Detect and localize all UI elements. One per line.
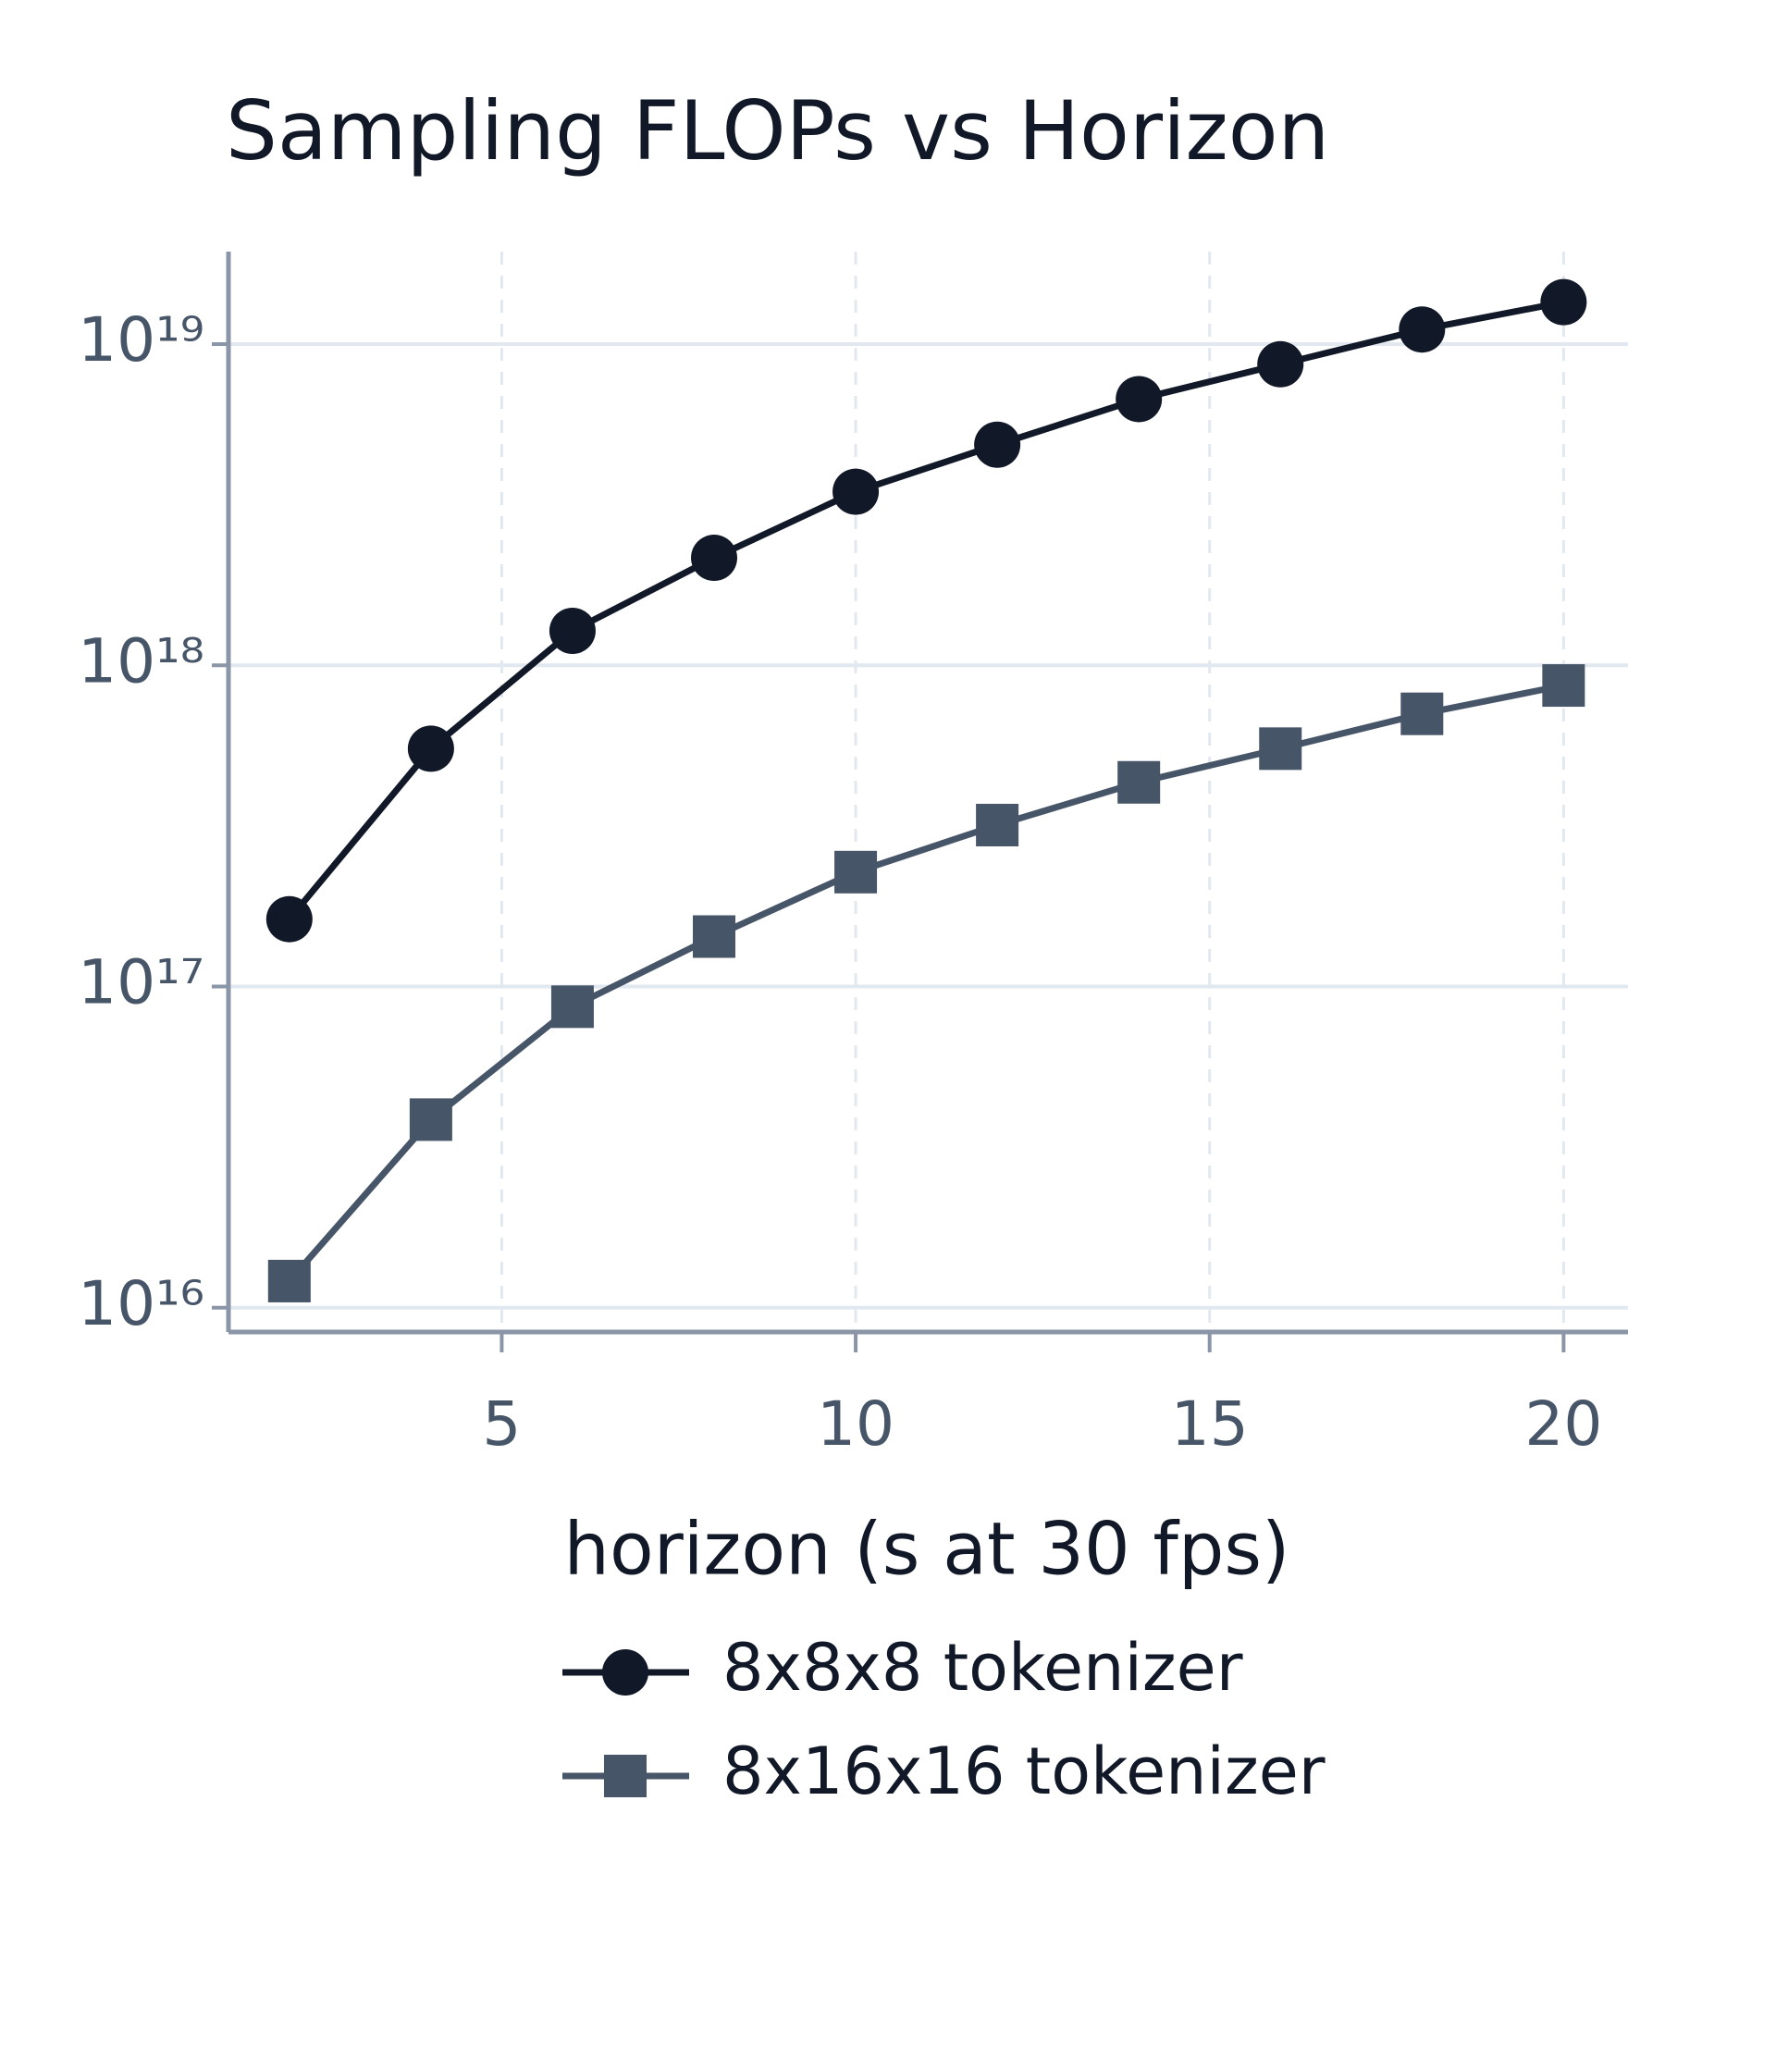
marker xyxy=(1259,727,1302,771)
y-tick-label: 10¹⁹ xyxy=(78,304,204,376)
legend-label: 8x8x8 tokenizer xyxy=(722,1630,1243,1706)
chart-title: Sampling FLOPs vs Horizon xyxy=(226,83,1329,179)
y-tick-label: 10¹⁶ xyxy=(78,1268,204,1339)
legend-label: 8x16x16 tokenizer xyxy=(722,1733,1326,1809)
marker xyxy=(976,803,1019,846)
marker xyxy=(267,1259,311,1302)
marker xyxy=(1117,760,1161,804)
marker xyxy=(550,985,594,1029)
marker xyxy=(832,468,880,515)
marker xyxy=(1257,340,1304,388)
marker xyxy=(1399,306,1446,353)
marker xyxy=(1400,692,1444,735)
x-tick-label: 10 xyxy=(817,1388,894,1460)
marker xyxy=(1542,664,1585,708)
y-tick-label: 10¹⁸ xyxy=(78,625,204,697)
marker xyxy=(692,915,735,958)
marker xyxy=(549,607,596,654)
x-tick-label: 15 xyxy=(1171,1388,1249,1460)
y-tick-label: 10¹⁷ xyxy=(78,947,204,1018)
legend-marker xyxy=(604,1755,647,1797)
x-tick-label: 20 xyxy=(1524,1388,1602,1460)
marker xyxy=(834,850,878,894)
marker xyxy=(409,1098,452,1141)
legend-marker xyxy=(602,1649,648,1696)
marker xyxy=(690,535,737,582)
marker xyxy=(265,895,313,943)
marker xyxy=(1116,376,1163,423)
x-axis-label: horizon (s at 30 fps) xyxy=(564,1508,1290,1591)
x-tick-label: 5 xyxy=(482,1388,521,1460)
marker xyxy=(1540,278,1587,326)
series-line xyxy=(287,299,1565,921)
marker xyxy=(974,421,1021,468)
marker xyxy=(407,725,454,772)
series-line xyxy=(287,682,1565,1284)
